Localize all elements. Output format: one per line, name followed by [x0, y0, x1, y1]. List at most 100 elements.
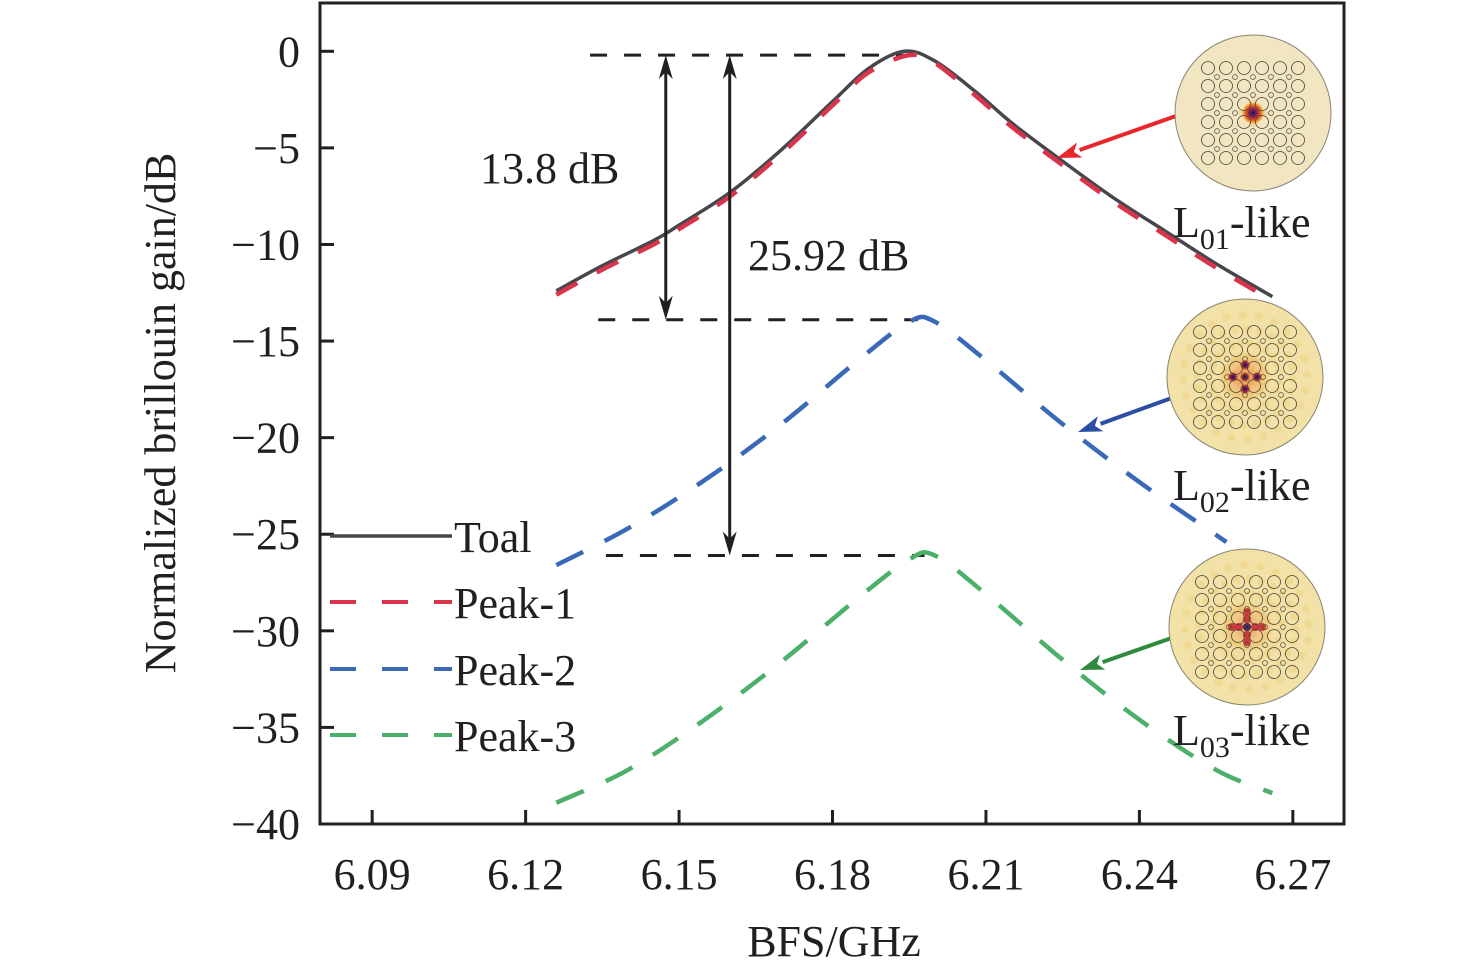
air-hole-small: [1226, 642, 1232, 648]
speckle: [1243, 325, 1252, 334]
air-hole-small: [1278, 374, 1284, 380]
air-hole-small: [1206, 410, 1212, 416]
y-tick-label: −35: [231, 703, 300, 752]
speckle: [1300, 354, 1309, 363]
air-hole: [1211, 379, 1225, 393]
series-line-peak-3: [555, 550, 1274, 805]
speckle: [1226, 418, 1235, 427]
air-hole-small: [1260, 338, 1266, 344]
air-hole-small: [1214, 110, 1220, 116]
speckle: [1195, 620, 1204, 629]
y-tick-label: −40: [231, 800, 300, 849]
air-hole-small: [1286, 74, 1292, 80]
air-hole-small: [1232, 92, 1238, 98]
inset-label-l01: L01-like: [1173, 198, 1311, 256]
mode-lobe: [1251, 623, 1259, 631]
annotation-13-8-db: 13.8 dB: [480, 144, 619, 193]
speckle: [1240, 561, 1249, 570]
x-tick-label: 6.15: [641, 850, 718, 899]
y-tick-labels: 0 −5 −10 −15 −20 −25 −30 −35 −40: [231, 27, 300, 849]
mode-lobe: [1243, 638, 1251, 646]
inset-arrowhead: [1080, 654, 1106, 670]
air-hole: [1273, 115, 1287, 129]
air-hole-small: [1260, 374, 1266, 380]
speckle: [1207, 655, 1216, 664]
speckle: [1201, 668, 1210, 677]
air-hole: [1285, 593, 1299, 607]
speckle: [1227, 433, 1236, 442]
air-hole: [1219, 79, 1233, 93]
speckle: [1186, 344, 1195, 353]
speckle: [1269, 318, 1278, 327]
speckle: [1251, 419, 1260, 428]
inset-mode-l03: [1080, 548, 1326, 706]
speckle: [1253, 341, 1262, 350]
air-hole: [1283, 325, 1297, 339]
air-hole: [1231, 647, 1245, 661]
air-hole: [1193, 397, 1207, 411]
speckle: [1200, 645, 1209, 654]
annotation-25-92-db: 25.92 dB: [748, 231, 909, 280]
air-hole: [1249, 629, 1263, 643]
speckle: [1274, 425, 1283, 434]
air-hole: [1273, 79, 1287, 93]
air-hole-small: [1214, 92, 1220, 98]
air-hole: [1273, 133, 1287, 147]
air-hole-small: [1286, 146, 1292, 152]
air-hole: [1219, 97, 1233, 111]
air-hole: [1213, 575, 1227, 589]
air-hole: [1237, 115, 1251, 129]
air-hole-small: [1224, 410, 1230, 416]
y-tick-label: −5: [253, 124, 300, 173]
air-hole-small: [1260, 356, 1266, 362]
speckle: [1197, 581, 1206, 590]
speckle: [1285, 600, 1294, 609]
speckle: [1281, 398, 1290, 407]
speckle: [1271, 568, 1280, 577]
speckle: [1199, 418, 1208, 427]
speckle: [1268, 582, 1277, 591]
x-tick-label: 6.27: [1254, 850, 1331, 899]
air-hole-small: [1278, 392, 1284, 398]
speckle: [1218, 330, 1227, 339]
air-hole: [1265, 343, 1279, 357]
air-hole: [1195, 629, 1209, 643]
mode-lobe: [1243, 623, 1251, 631]
air-hole-small: [1262, 642, 1268, 648]
series-line-peak-2: [555, 314, 1228, 568]
air-hole-small: [1278, 410, 1284, 416]
air-hole: [1213, 593, 1227, 607]
air-hole: [1247, 415, 1261, 429]
air-hole: [1219, 151, 1233, 165]
speckle: [1182, 609, 1191, 618]
speckle: [1302, 604, 1311, 613]
speckle: [1232, 576, 1241, 585]
mode-lobe: [1243, 631, 1251, 639]
speckle: [1245, 339, 1254, 348]
speckle: [1287, 362, 1296, 371]
air-hole: [1213, 611, 1227, 625]
arrowhead: [658, 295, 673, 320]
air-hole: [1201, 61, 1215, 75]
inset-arrowhead: [1078, 416, 1104, 432]
speckle: [1236, 339, 1245, 348]
speckle: [1245, 406, 1254, 415]
axis-ticks: [320, 49, 1295, 826]
air-hole: [1285, 647, 1299, 661]
air-hole-small: [1232, 128, 1238, 134]
air-hole: [1255, 79, 1269, 93]
air-hole: [1213, 665, 1227, 679]
air-hole: [1201, 79, 1215, 93]
air-hole: [1273, 61, 1287, 75]
air-hole-small: [1226, 660, 1232, 666]
inset-arrowhead: [1057, 142, 1083, 158]
air-hole-small: [1250, 92, 1256, 98]
air-hole: [1237, 61, 1251, 75]
air-hole: [1213, 629, 1227, 643]
speckle: [1272, 359, 1281, 368]
speckle: [1303, 636, 1312, 645]
y-tick-label: −30: [231, 607, 300, 656]
air-hole: [1229, 415, 1243, 429]
speckle: [1188, 594, 1197, 603]
